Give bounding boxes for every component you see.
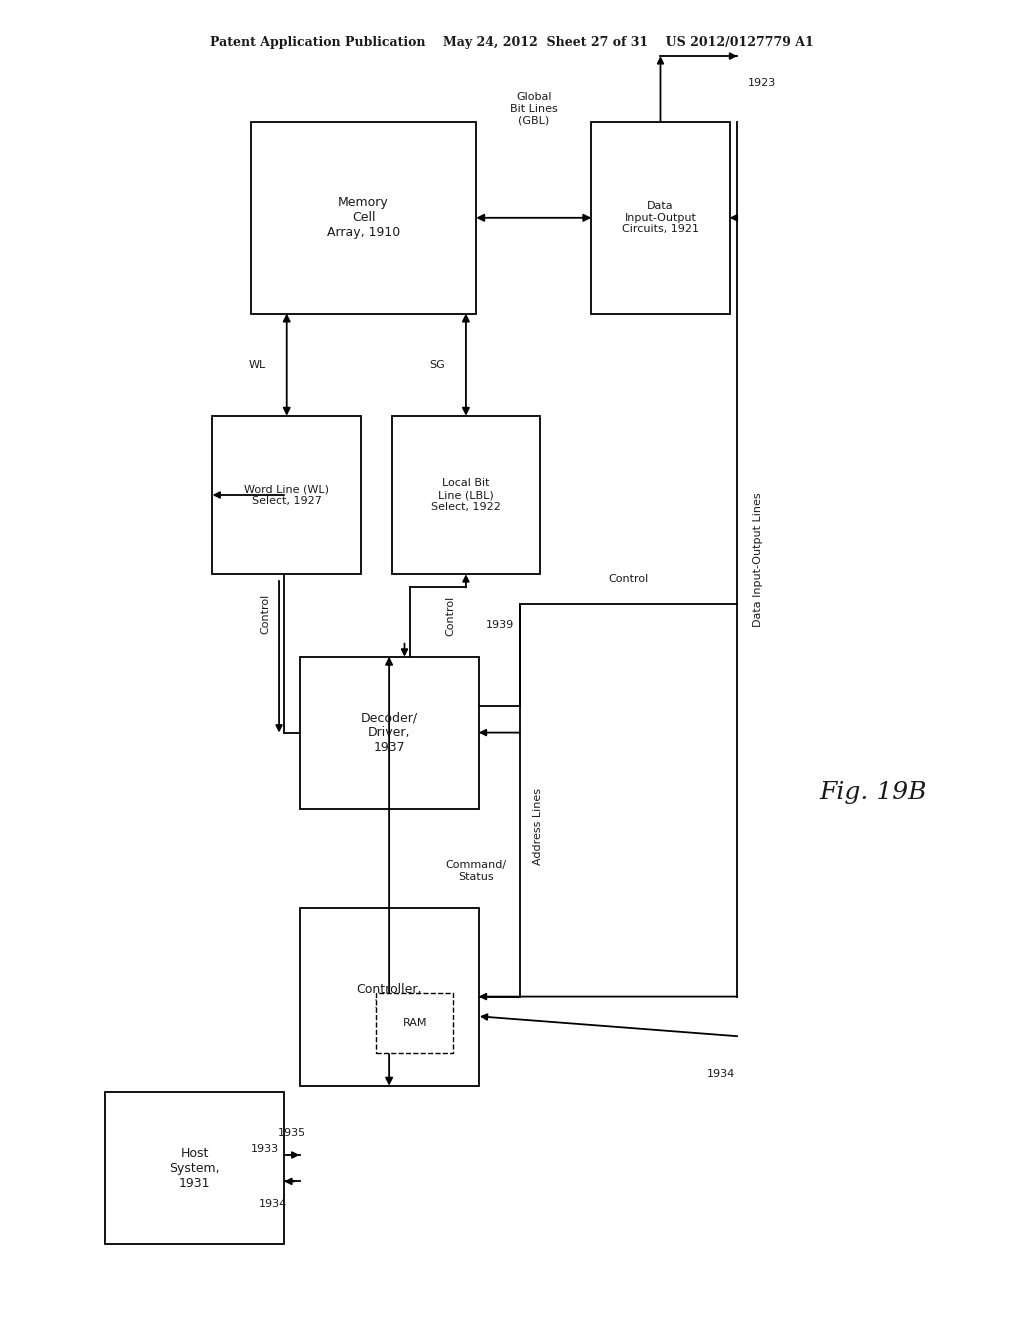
Text: Control: Control: [445, 595, 456, 635]
Text: 1933: 1933: [251, 1143, 279, 1154]
Text: 1923: 1923: [748, 78, 776, 87]
Text: SG: SG: [430, 359, 445, 370]
Bar: [299, 908, 478, 1085]
Text: 1934: 1934: [259, 1199, 288, 1209]
Text: Controller,
1925: Controller, 1925: [356, 982, 422, 1011]
Text: Global
Bit Lines
(GBL): Global Bit Lines (GBL): [510, 92, 558, 125]
Bar: [105, 1093, 284, 1243]
Text: 1939: 1939: [486, 620, 515, 630]
Text: Patent Application Publication    May 24, 2012  Sheet 27 of 31    US 2012/012777: Patent Application Publication May 24, 2…: [210, 36, 814, 49]
Text: Control: Control: [608, 574, 648, 583]
Text: Control: Control: [261, 594, 270, 634]
Bar: [377, 993, 454, 1053]
Bar: [592, 123, 729, 314]
Text: Command/
Status: Command/ Status: [445, 861, 507, 882]
Text: Word Line (WL)
Select, 1927: Word Line (WL) Select, 1927: [244, 484, 330, 506]
Bar: [213, 416, 361, 574]
Text: Address Lines: Address Lines: [534, 788, 543, 865]
Text: 1935: 1935: [278, 1127, 306, 1138]
Text: Fig. 19B: Fig. 19B: [819, 780, 927, 804]
Text: Decoder/
Driver,
1937: Decoder/ Driver, 1937: [360, 711, 418, 754]
Bar: [391, 416, 541, 574]
Text: WL: WL: [249, 359, 266, 370]
Bar: [251, 123, 476, 314]
Text: Data
Input-Output
Circuits, 1921: Data Input-Output Circuits, 1921: [622, 201, 699, 235]
Text: RAM: RAM: [402, 1018, 427, 1028]
Text: Data Input-Output Lines: Data Input-Output Lines: [753, 492, 763, 627]
Text: Host
System,
1931: Host System, 1931: [169, 1147, 220, 1189]
Text: Local Bit
Line (LBL)
Select, 1922: Local Bit Line (LBL) Select, 1922: [431, 478, 501, 512]
Bar: [299, 656, 478, 808]
Text: Memory
Cell
Array, 1910: Memory Cell Array, 1910: [327, 197, 400, 239]
Text: 1934: 1934: [707, 1069, 735, 1080]
